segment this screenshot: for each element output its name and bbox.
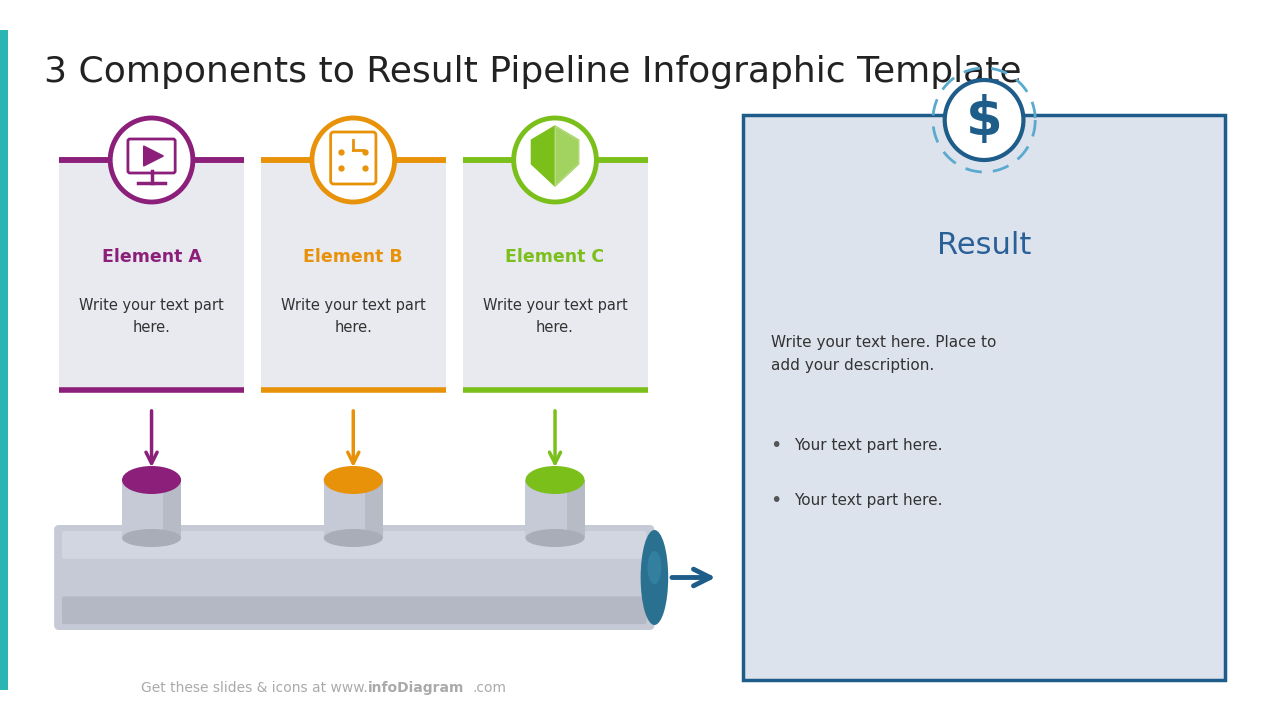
Ellipse shape xyxy=(526,529,585,547)
Ellipse shape xyxy=(122,529,180,547)
Text: Write your text part
here.: Write your text part here. xyxy=(483,298,627,335)
FancyBboxPatch shape xyxy=(462,160,648,390)
Ellipse shape xyxy=(526,466,585,494)
Text: Element B: Element B xyxy=(303,248,403,266)
Text: infoDiagram: infoDiagram xyxy=(369,681,465,695)
Text: •: • xyxy=(771,490,782,510)
Text: Your text part here.: Your text part here. xyxy=(794,492,942,508)
Ellipse shape xyxy=(640,530,668,625)
FancyBboxPatch shape xyxy=(61,531,646,559)
Ellipse shape xyxy=(129,471,174,489)
Polygon shape xyxy=(143,146,164,166)
Ellipse shape xyxy=(648,551,662,584)
Text: Result: Result xyxy=(937,230,1032,259)
FancyBboxPatch shape xyxy=(365,480,383,538)
Polygon shape xyxy=(531,126,579,186)
FancyBboxPatch shape xyxy=(324,480,383,538)
FancyBboxPatch shape xyxy=(742,115,1225,680)
Circle shape xyxy=(517,122,593,198)
FancyBboxPatch shape xyxy=(54,525,654,630)
Text: Element A: Element A xyxy=(101,248,201,266)
Text: Write your text part
here.: Write your text part here. xyxy=(280,298,426,335)
Circle shape xyxy=(312,118,394,202)
FancyBboxPatch shape xyxy=(261,160,445,390)
Text: $: $ xyxy=(965,94,1002,146)
Circle shape xyxy=(110,118,193,202)
Text: Get these slides & icons at www.: Get these slides & icons at www. xyxy=(141,681,369,695)
FancyBboxPatch shape xyxy=(122,480,180,538)
Ellipse shape xyxy=(532,471,577,489)
Circle shape xyxy=(316,122,390,198)
FancyBboxPatch shape xyxy=(164,480,180,538)
Text: Write your text here. Place to
add your description.: Write your text here. Place to add your … xyxy=(771,335,996,374)
Circle shape xyxy=(513,118,596,202)
FancyBboxPatch shape xyxy=(59,160,244,390)
FancyBboxPatch shape xyxy=(526,480,585,538)
FancyBboxPatch shape xyxy=(567,480,585,538)
Text: •: • xyxy=(771,436,782,454)
Text: .com: .com xyxy=(472,681,507,695)
Polygon shape xyxy=(556,126,579,186)
Text: Element C: Element C xyxy=(506,248,604,266)
Circle shape xyxy=(945,80,1024,160)
Ellipse shape xyxy=(324,529,383,547)
Text: Write your text part
here.: Write your text part here. xyxy=(79,298,224,335)
Text: 3 Components to Result Pipeline Infographic Template: 3 Components to Result Pipeline Infograp… xyxy=(45,55,1021,89)
Ellipse shape xyxy=(122,466,180,494)
Circle shape xyxy=(114,122,189,198)
Ellipse shape xyxy=(324,466,383,494)
FancyBboxPatch shape xyxy=(61,596,646,624)
Ellipse shape xyxy=(332,471,375,489)
FancyBboxPatch shape xyxy=(0,30,8,690)
Text: Your text part here.: Your text part here. xyxy=(794,438,942,452)
